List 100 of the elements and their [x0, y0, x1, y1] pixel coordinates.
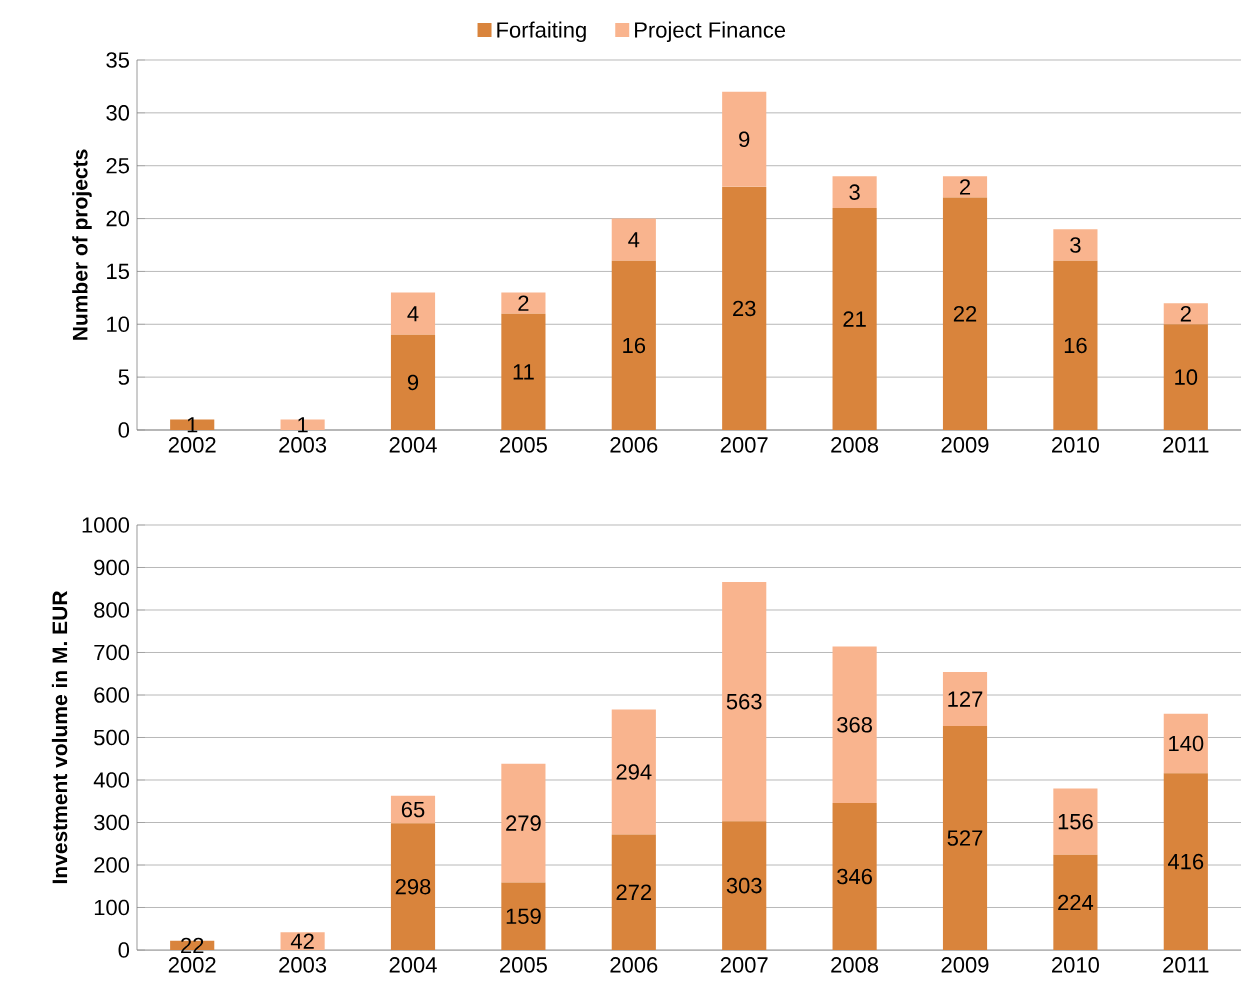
x-tick-label: 2010	[1052, 957, 1099, 973]
bar	[501, 292, 546, 314]
legend-label: Forfaiting	[497, 21, 586, 43]
data-label: 368	[837, 716, 872, 733]
bar	[1053, 260, 1098, 430]
bar	[832, 802, 877, 950]
bar	[1053, 788, 1098, 855]
data-label: 140	[1169, 735, 1204, 752]
data-label: 416	[1167, 853, 1204, 870]
bar	[942, 176, 988, 198]
x-tick-label: 2005	[500, 957, 547, 973]
data-label: 272	[616, 884, 652, 900]
x-tick-label: 2007	[720, 437, 768, 453]
bar	[832, 646, 877, 803]
data-label: 11	[513, 364, 534, 380]
bar	[501, 763, 546, 883]
x-tick-label: 2004	[389, 957, 437, 973]
data-label: 16	[623, 337, 646, 354]
data-label: 1	[298, 417, 308, 433]
bar	[1163, 773, 1208, 950]
x-tick-label: 2011	[1163, 957, 1209, 973]
bar	[501, 313, 546, 430]
x-tick-label: 2002	[168, 437, 216, 453]
bar	[390, 823, 436, 950]
x-tick-label: 2008	[831, 437, 879, 453]
data-label: 10	[1175, 369, 1198, 385]
bar	[1163, 713, 1208, 774]
data-label: 3	[849, 184, 860, 200]
data-label: 23	[733, 300, 756, 317]
y-tick-label: 900	[94, 559, 130, 576]
data-label: 9	[407, 374, 419, 391]
y-tick-label: 500	[94, 729, 130, 746]
data-label: 3	[1070, 237, 1081, 253]
x-tick-label: 2011	[1163, 437, 1209, 453]
x-tick-label: 2010	[1052, 437, 1099, 453]
y-tick-label: 10	[107, 316, 130, 333]
y-tick-label: 30	[106, 105, 130, 121]
bar	[1053, 229, 1098, 261]
bar	[611, 218, 656, 261]
data-label: 4	[407, 306, 419, 322]
x-tick-label: 2007	[720, 957, 768, 973]
legend-label: Project Finance	[635, 21, 786, 43]
data-label: 127	[948, 691, 983, 707]
bar	[722, 91, 767, 187]
bar	[722, 581, 767, 822]
bar	[611, 260, 656, 430]
y-tick-label: 800	[94, 602, 130, 618]
data-label: 527	[947, 830, 983, 846]
y-tick-label: 700	[94, 644, 130, 661]
bar	[942, 197, 988, 430]
bar	[832, 208, 877, 430]
bar	[611, 709, 656, 835]
y-tick-label: 600	[94, 687, 130, 703]
data-label: 224	[1058, 894, 1094, 911]
x-tick-label: 2003	[279, 957, 327, 973]
data-label: 1	[187, 417, 198, 433]
data-label: 159	[506, 908, 541, 924]
bar	[722, 821, 767, 950]
bar	[390, 292, 436, 335]
bar	[1163, 324, 1208, 430]
y-tick-label: 400	[93, 772, 130, 788]
y-tick-label: 200	[94, 857, 130, 873]
y-tick-label: 25	[106, 157, 129, 174]
x-tick-label: 2004	[389, 437, 437, 453]
data-label: 294	[616, 764, 652, 780]
x-tick-label: 2009	[941, 957, 989, 973]
y-tick-label: 20	[106, 210, 130, 227]
data-label: 9	[739, 131, 750, 148]
bar	[390, 334, 436, 430]
data-label: 22	[953, 306, 977, 322]
data-label: 21	[843, 311, 866, 327]
x-tick-label: 2008	[831, 957, 879, 973]
y-axis-title: Investment volume in M. EUR	[51, 590, 68, 884]
data-label: 303	[726, 877, 762, 894]
data-label: 2	[960, 179, 971, 195]
bar	[1163, 303, 1208, 325]
data-label: 16	[1064, 337, 1087, 354]
y-tick-label: 35	[106, 52, 129, 68]
y-tick-label: 5	[118, 369, 129, 385]
bar	[501, 882, 546, 950]
data-label: 298	[395, 878, 431, 895]
data-label: 4	[628, 232, 640, 248]
x-tick-label: 2003	[279, 437, 327, 453]
data-label: 2	[518, 295, 529, 311]
data-label: 65	[401, 801, 425, 818]
bar	[942, 726, 988, 950]
y-tick-label: 100	[94, 899, 130, 916]
y-tick-label: 0	[118, 422, 130, 438]
data-label: 22	[181, 937, 204, 954]
x-tick-label: 2006	[610, 437, 658, 453]
data-label: 346	[837, 868, 872, 885]
y-tick-label: 0	[118, 942, 130, 958]
bar	[722, 186, 767, 430]
x-tick-label: 2002	[168, 957, 216, 973]
data-label: 156	[1058, 813, 1093, 830]
x-tick-label: 2006	[610, 957, 658, 973]
bar	[1053, 854, 1098, 950]
data-label: 563	[726, 693, 762, 710]
y-tick-label: 300	[94, 814, 130, 831]
y-tick-label: 15	[107, 263, 129, 280]
